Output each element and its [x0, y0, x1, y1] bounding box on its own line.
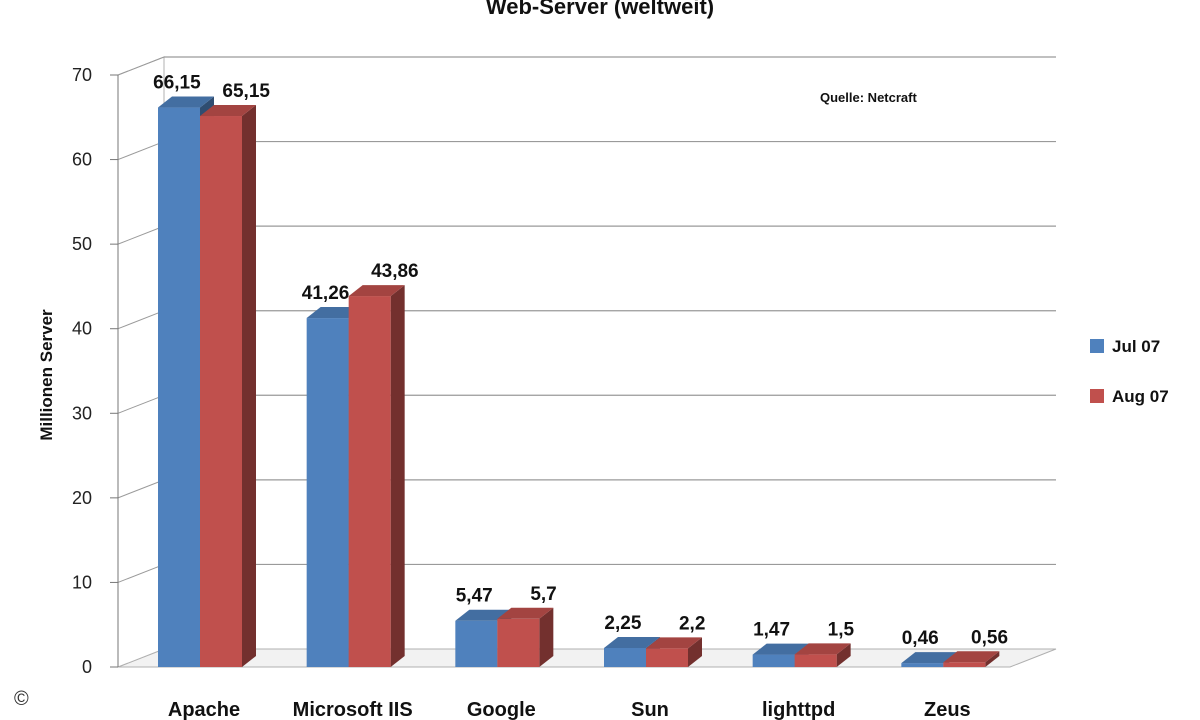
y-axis-label: Millionen Server — [37, 309, 56, 441]
bar-aug-07-lighttpd — [794, 654, 837, 667]
chart-side-wall — [117, 56, 165, 668]
source-annotation: Quelle: Netcraft — [820, 90, 917, 105]
data-label: 43,86 — [371, 261, 419, 282]
y-tick-label: 70 — [72, 65, 92, 85]
data-label: 66,15 — [153, 73, 201, 94]
bar-jul-07-google — [455, 620, 498, 667]
bar-jul-07-apache — [158, 107, 200, 667]
bar-side-aug-07-zeus — [985, 651, 1000, 667]
bar-top-aug-07-microsoft-iis — [348, 285, 405, 297]
x-tick-label: lighttpd — [762, 699, 835, 720]
data-label: 2,2 — [679, 613, 705, 634]
gridline-depth — [117, 141, 165, 161]
data-label: 5,7 — [530, 584, 556, 605]
y-tick-label: 10 — [72, 572, 92, 592]
y-tick-label: 0 — [82, 657, 92, 677]
y-tick-label: 40 — [72, 319, 92, 339]
bar-top-jul-07-sun — [604, 636, 660, 648]
bar-aug-07-microsoft-iis — [348, 296, 391, 667]
copyright-watermark: © — [14, 688, 29, 710]
legend-label: Jul 07 — [1112, 337, 1160, 356]
bar-top-jul-07-apache — [158, 96, 214, 108]
legend-swatch — [1090, 389, 1104, 403]
x-tick-label: Microsoft IIS — [293, 699, 413, 720]
bar-side-aug-07-google — [539, 607, 554, 667]
y-tick-label: 30 — [72, 403, 92, 423]
bar-aug-07-sun — [646, 648, 688, 667]
data-label: 0,56 — [971, 627, 1008, 648]
bar-top-jul-07-lighttpd — [752, 643, 809, 655]
bar-top-aug-07-sun — [646, 637, 702, 649]
bar-aug-07-google — [497, 618, 540, 667]
bar-jul-07-zeus — [901, 663, 944, 667]
data-label: 1,5 — [828, 619, 855, 640]
gridline-depth — [117, 310, 165, 330]
data-label: 41,26 — [302, 283, 350, 304]
bar-side-aug-07-microsoft-iis — [390, 285, 405, 667]
bar-jul-07-lighttpd — [752, 654, 795, 667]
x-tick-label: Zeus — [924, 699, 971, 720]
bar-aug-07-zeus — [943, 662, 986, 667]
data-label: 1,47 — [753, 620, 790, 641]
bar-top-aug-07-google — [497, 607, 554, 619]
legend-swatch — [1090, 339, 1104, 353]
bar-jul-07-microsoft-iis — [306, 318, 349, 667]
x-tick-label: Google — [467, 699, 536, 720]
chart-title: Web-Server (weltweit) — [486, 0, 714, 19]
labels-layer: 66,15 65,15 Apache 41,26 43,86 Microsoft IIS 5… — [153, 73, 1008, 720]
bar-side-aug-07-lighttpd — [836, 643, 851, 667]
gridline-depth — [117, 479, 165, 499]
data-label: 0,46 — [902, 628, 939, 649]
gridline-depth — [117, 394, 165, 414]
bar-top-aug-07-lighttpd — [794, 643, 851, 655]
gridline-depth — [117, 225, 165, 245]
data-label: 65,15 — [222, 81, 270, 102]
legend: Jul 07 Aug 07 — [1090, 337, 1169, 406]
bar-side-aug-07-apache — [242, 105, 256, 667]
y-tick-label: 20 — [72, 488, 92, 508]
y-tick-label: 50 — [72, 234, 92, 254]
x-tick-label: Apache — [168, 699, 240, 720]
bar-aug-07-apache — [200, 116, 242, 667]
bar-top-jul-07-zeus — [901, 652, 958, 664]
bars-layer — [158, 96, 1000, 667]
bar-jul-07-sun — [604, 647, 646, 667]
bar-top-aug-07-apache — [200, 105, 256, 117]
data-label: 5,47 — [456, 586, 493, 607]
data-label: 2,25 — [604, 613, 641, 634]
legend-label: Aug 07 — [1112, 387, 1169, 406]
bar-top-aug-07-zeus — [943, 651, 1000, 663]
x-tick-label: Sun — [631, 699, 669, 720]
bar-side-aug-07-sun — [688, 637, 702, 667]
y-tick-label: 60 — [72, 150, 92, 170]
bar-top-jul-07-google — [455, 609, 512, 621]
gridline-depth — [117, 56, 165, 76]
gridline-depth — [117, 563, 165, 583]
